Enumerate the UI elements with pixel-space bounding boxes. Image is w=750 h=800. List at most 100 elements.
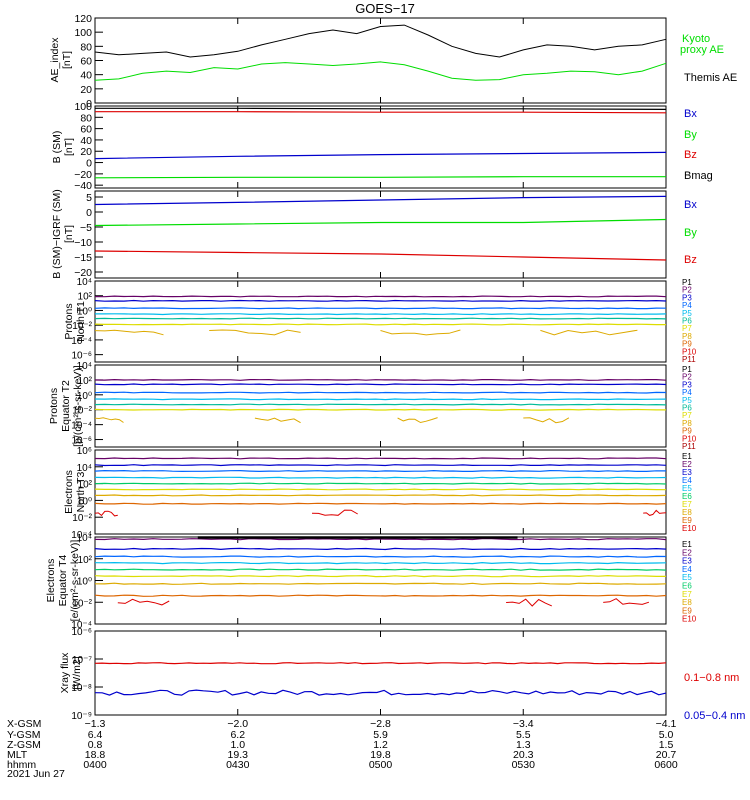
flux-line (94, 457, 667, 460)
legend-channel: P4 (682, 388, 692, 397)
legend-channel: E2 (682, 548, 692, 557)
y-axis-label-line: [nT] (61, 51, 73, 69)
footer-row-label: Y-GSM (7, 729, 40, 741)
legend-channel: P6 (682, 317, 692, 326)
footer-y-gsm-value: 6.2 (230, 729, 245, 741)
y-tick-label: 0 (86, 98, 92, 110)
flux-line (95, 313, 667, 316)
y-axis-label: Xray flux [W/m2] (59, 652, 83, 694)
bsm-series-line (95, 111, 667, 114)
y-tick-label: −20 (74, 169, 92, 181)
footer-row-label: hhmm (7, 759, 36, 771)
legend-channel: P8 (682, 332, 692, 341)
legend-channel: E6 (682, 492, 692, 501)
legend-channel: P7 (682, 324, 692, 333)
y-tick-label: 40 (80, 135, 92, 147)
footer-y-gsm-value: 5.5 (516, 729, 531, 741)
y-tick-label: 20 (80, 146, 92, 158)
flux-line (94, 561, 667, 565)
y-axis-label-line: [W/m2] (71, 656, 83, 689)
xray-line (94, 662, 667, 665)
y-tick-label: −20 (74, 267, 92, 279)
y-axis-label: B (SM) [nT] (51, 131, 75, 164)
y-axis-label-line: [e/(cm²-s-sr-keV)] (69, 540, 81, 622)
legend-xray-short: 0.05−0.4 nm (684, 710, 745, 722)
legend-channel: E7 (682, 500, 692, 509)
bsm-series-line (94, 176, 666, 179)
legend-channel: P11 (682, 355, 696, 364)
footer-row-label: X-GSM (7, 718, 41, 730)
flux-segment (506, 598, 552, 607)
bsm-series-line (94, 151, 667, 160)
footer-y-gsm-value: 5.9 (373, 729, 388, 741)
y-tick-label: 10⁻⁸ (71, 683, 92, 694)
footer-hhmm-value: 0600 (654, 759, 678, 771)
footer-z-gsm-value: 1.2 (373, 739, 388, 751)
flux-segment (94, 417, 124, 423)
y-axis-label: AE_index [nT] (49, 37, 73, 83)
ae-series-line (94, 24, 667, 58)
flux-segment (254, 417, 301, 424)
legend-channel: E5 (682, 484, 692, 493)
footer-z-gsm-value: 1.5 (659, 739, 674, 751)
legend-bx: Bx (684, 199, 697, 211)
y-axis-label-line: AE_index (49, 37, 61, 83)
legend-channel: E7 (682, 590, 692, 599)
flux-segment (117, 598, 170, 606)
legend-channel: E5 (682, 573, 692, 582)
legend-channel: E4 (682, 565, 692, 574)
legend-channel: P1 (682, 278, 692, 287)
footer-z-gsm-value: 1.0 (230, 739, 245, 751)
flux-line (94, 538, 667, 541)
y-axis-label-line: Electrons (63, 470, 75, 514)
y-tick-label: 10⁻² (72, 321, 92, 332)
legend-channel: E1 (682, 452, 692, 461)
y-tick-label: 10⁴ (77, 277, 92, 288)
legend-channel: P10 (682, 347, 697, 356)
y-tick-label: 0 (86, 207, 92, 219)
legend-channel: E10 (682, 615, 697, 624)
legend-channel: P8 (682, 419, 692, 428)
y-tick-label: 10² (78, 555, 93, 566)
y-axis-label-line: Equator T4 (57, 554, 69, 606)
footer-mlt-value: 19.3 (228, 749, 249, 761)
legend-by: By (684, 227, 697, 239)
footer-x-gsm-value: −1.3 (85, 718, 106, 730)
legend-channel: E3 (682, 557, 692, 566)
footer-z-gsm-value: 0.8 (88, 739, 103, 751)
y-tick-label: 10⁻⁶ (71, 351, 92, 362)
legend-channel: P10 (682, 434, 697, 443)
y-axis-label-line: Protons (63, 303, 75, 339)
y-axis-label-line: [p/(cm²-s-sr-keV)] (72, 365, 84, 447)
flux-line (94, 574, 666, 578)
y-axis-label-line: B (SM)−IGRF (SM) (51, 189, 63, 279)
legend-bx: Bx (684, 108, 697, 120)
legend-channel: P9 (682, 427, 692, 436)
y-axis-label-line: Xray flux (59, 652, 71, 694)
bigrf-series-line (94, 250, 667, 261)
y-axis-label-line: North T3 (75, 472, 87, 513)
y-axis-label-line: Electrons (45, 559, 57, 603)
y-tick-label: 10⁰ (77, 306, 92, 317)
y-tick-label: 10⁶ (77, 446, 92, 457)
footer-y-gsm-value: 5.0 (659, 729, 674, 741)
y-axis-label-line: B (SM) (51, 131, 63, 164)
flux-line (94, 299, 667, 302)
flux-line (95, 494, 667, 497)
y-axis-label: Protons North T1 (63, 301, 87, 342)
y-tick-label: 10⁴ (77, 463, 92, 474)
bsm-series-line (95, 107, 667, 110)
legend-channel: P4 (682, 301, 692, 310)
flux-line (94, 482, 667, 485)
legend-channel: E4 (682, 476, 692, 485)
legend-channel: E1 (682, 540, 692, 549)
panel-frame (94, 536, 667, 625)
panel-frame (94, 630, 667, 716)
legend-channel: P9 (682, 340, 692, 349)
panel-frame (94, 280, 667, 363)
legend-channel: P5 (682, 309, 692, 318)
y-tick-label: −15 (74, 252, 92, 264)
footer-mlt-value: 20.7 (656, 749, 677, 761)
legend-channel: E9 (682, 606, 692, 615)
y-tick-label: 10⁻⁶ (71, 627, 92, 638)
